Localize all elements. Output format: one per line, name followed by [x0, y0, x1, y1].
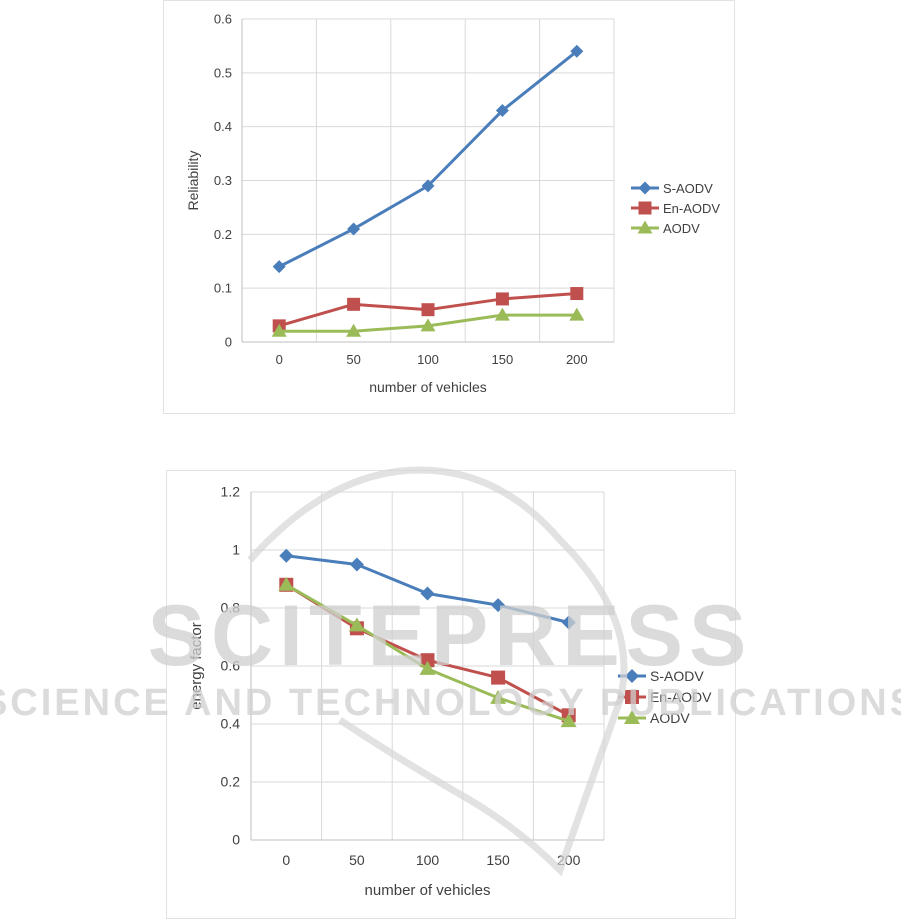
- chart2-legend-marker: [625, 669, 639, 683]
- chart2-point-AODV: [560, 713, 577, 728]
- chart1-y-tick-label: 0.5: [214, 65, 232, 80]
- chart1-y-tick-label: 0: [225, 335, 232, 350]
- chart2-point-S-AODV: [349, 557, 364, 572]
- chart1-legend-marker: [638, 181, 652, 195]
- chart1-point-AODV: [420, 318, 436, 332]
- chart1-x-tick-label: 100: [417, 352, 439, 367]
- chart1-y-tick-label: 0.6: [214, 12, 232, 27]
- chart2-y-axis-title: energy factor: [188, 622, 205, 710]
- chart1-y-tick-label: 0.1: [214, 281, 232, 296]
- chart1-legend-marker: [638, 201, 652, 215]
- chart1-point-AODV: [569, 307, 585, 321]
- chart1-y-tick-label: 0.3: [214, 173, 232, 188]
- chart1-point-AODV: [271, 323, 287, 337]
- chart1-x-tick-label: 200: [566, 352, 588, 367]
- chart1-point-S-AODV: [421, 179, 435, 193]
- chart2-y-tick-label: 0: [232, 832, 240, 848]
- chart2-y-tick-label: 0.8: [221, 600, 241, 616]
- chart1-y-tick-label: 0.2: [214, 227, 232, 242]
- chart1-point-S-AODV: [570, 44, 584, 58]
- chart2-point-AODV: [490, 689, 507, 704]
- chart2-legend-label: En-AODV: [650, 689, 712, 705]
- chart1-point-En-AODV: [347, 297, 361, 311]
- chart2-point-S-AODV: [491, 598, 506, 613]
- chart2-point-S-AODV: [279, 548, 294, 563]
- chart1-point-S-AODV: [347, 222, 361, 236]
- chart1-point-En-AODV: [495, 292, 509, 306]
- chart2-legend-marker: [625, 690, 639, 704]
- chart2-x-axis-title: number of vehicles: [365, 882, 491, 899]
- chart1-point-S-AODV: [495, 104, 509, 118]
- chart2-legend-marker: [624, 710, 640, 724]
- chart2-y-tick-label: 1.2: [221, 484, 241, 500]
- watermark: SCITEPRESS SCIENCE AND TECHNOLOGY PUBLIC…: [0, 466, 901, 877]
- chart1-point-AODV: [346, 323, 362, 337]
- watermark-subtitle: SCIENCE AND TECHNOLOGY PUBLICATIONS: [0, 682, 901, 724]
- chart2-y-tick-label: 0.2: [221, 774, 241, 790]
- chart2-point-S-AODV: [420, 586, 435, 601]
- chart2-y-tick-label: 0.6: [221, 658, 241, 674]
- chart2-point-S-AODV: [561, 615, 576, 630]
- chart1-y-tick-label: 0.4: [214, 119, 232, 134]
- chart2-legend-label: S-AODV: [650, 668, 704, 684]
- chart1-point-En-AODV: [421, 303, 435, 317]
- chart1-legend-label: S-AODV: [663, 181, 713, 196]
- chart1-legend-label: En-AODV: [663, 201, 720, 216]
- chart2-legend-label: AODV: [650, 710, 690, 726]
- chart2-x-tick-label: 0: [282, 852, 290, 868]
- chart1-point-S-AODV: [272, 260, 286, 274]
- chart1-point-En-AODV: [570, 287, 584, 301]
- chart2-y-tick-label: 0.4: [221, 716, 241, 732]
- chart2-x-tick-label: 100: [416, 852, 440, 868]
- chart2-point-En-AODV: [420, 653, 435, 668]
- chart1-x-tick-label: 150: [492, 352, 514, 367]
- chart2-x-tick-label: 50: [349, 852, 365, 868]
- chart2-x-tick-label: 150: [486, 852, 510, 868]
- chart2-point-AODV: [348, 617, 365, 632]
- chart1-legend-label: AODV: [663, 221, 700, 236]
- chart2-point-AODV: [278, 576, 295, 591]
- chart2-point-AODV: [419, 660, 436, 675]
- chart-reliability: 0 0.1 0.2 0.3 0.4 0.5 0.6 0 50 100 150 200 number of…: [185, 12, 720, 396]
- watermark-title: SCITEPRESS: [148, 588, 753, 684]
- chart1-point-AODV: [494, 307, 510, 321]
- chart1-x-axis-title: number of vehicles: [369, 379, 487, 395]
- chart1-x-tick-label: 0: [276, 352, 283, 367]
- chart2-point-En-AODV: [491, 670, 506, 685]
- chart2-y-tick-label: 1: [232, 542, 240, 558]
- chart1-x-tick-label: 50: [346, 352, 360, 367]
- chart1-y-axis-title: Reliability: [185, 151, 201, 211]
- watermark-emblem: [247, 466, 628, 877]
- chart1-legend-marker: [637, 220, 653, 234]
